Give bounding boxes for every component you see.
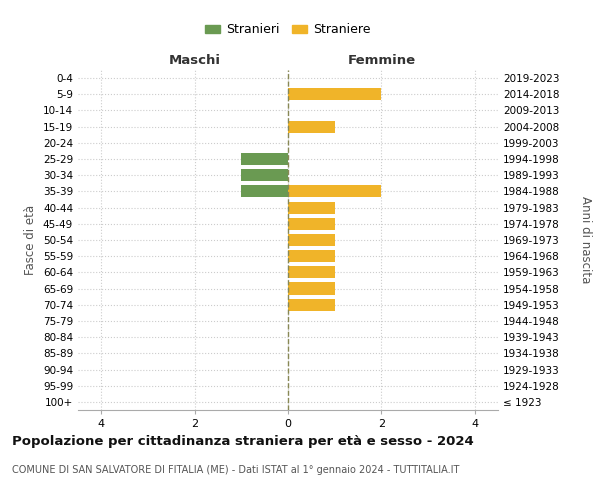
Bar <box>288 218 335 230</box>
Bar <box>288 120 335 132</box>
Legend: Stranieri, Straniere: Stranieri, Straniere <box>200 18 376 42</box>
Bar <box>288 266 335 278</box>
Bar <box>288 186 382 198</box>
Text: Maschi: Maschi <box>169 54 221 67</box>
Bar <box>241 169 288 181</box>
Bar <box>288 88 382 101</box>
Bar <box>288 202 335 213</box>
Text: COMUNE DI SAN SALVATORE DI FITALIA (ME) - Dati ISTAT al 1° gennaio 2024 - TUTTIT: COMUNE DI SAN SALVATORE DI FITALIA (ME) … <box>12 465 460 475</box>
Bar <box>288 298 335 311</box>
Bar <box>288 234 335 246</box>
Y-axis label: Anni di nascita: Anni di nascita <box>579 196 592 284</box>
Bar <box>288 250 335 262</box>
Text: Femmine: Femmine <box>347 54 415 67</box>
Bar <box>288 282 335 294</box>
Bar <box>241 186 288 198</box>
Text: Popolazione per cittadinanza straniera per età e sesso - 2024: Popolazione per cittadinanza straniera p… <box>12 435 474 448</box>
Bar <box>241 153 288 165</box>
Y-axis label: Fasce di età: Fasce di età <box>25 205 37 275</box>
